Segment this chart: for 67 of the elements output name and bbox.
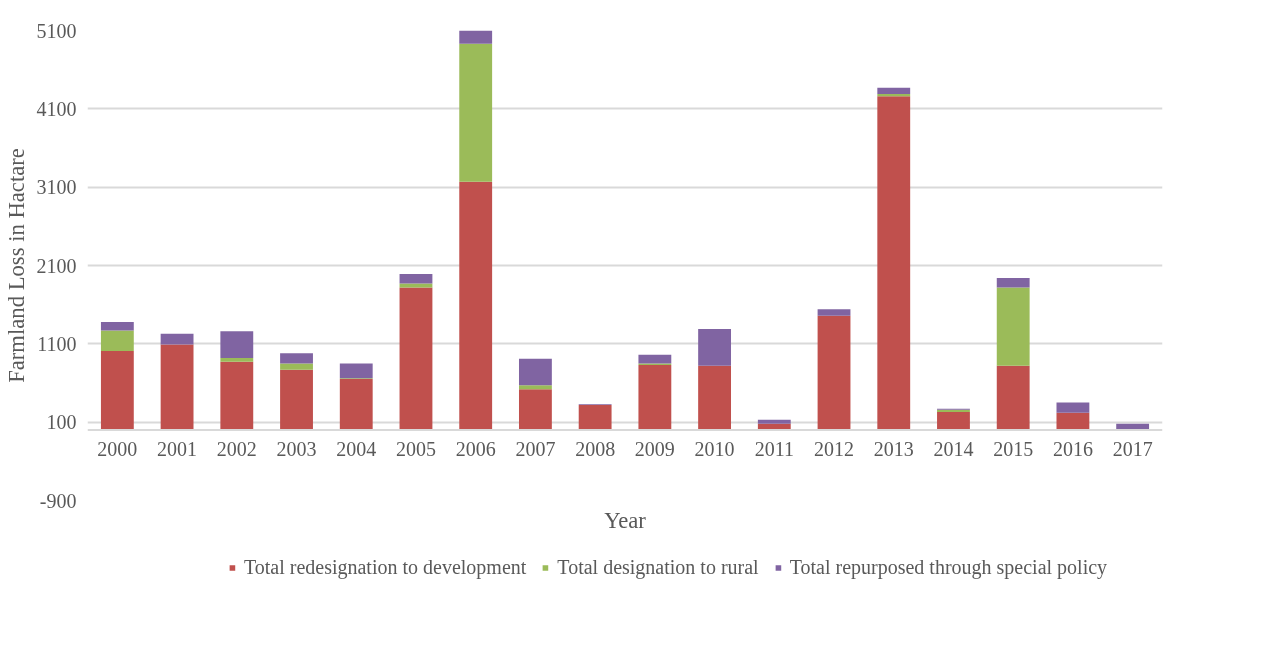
bar (160, 333, 194, 345)
x-tick-label: 2011 (754, 438, 794, 460)
bar (339, 363, 373, 379)
y-tick-label: 3100 (36, 176, 77, 199)
bar (280, 353, 313, 364)
y-tick-label: 100 (46, 411, 77, 434)
bar (937, 411, 970, 430)
x-tick-label: 2010 (694, 438, 735, 460)
y-tick-label: 2100 (36, 254, 77, 277)
bar (1056, 402, 1090, 413)
bar (100, 321, 134, 331)
bar (399, 287, 433, 430)
bar (996, 365, 1030, 430)
bar (518, 385, 552, 390)
legend-label: Total redesignation to development (243, 555, 527, 579)
bar (220, 331, 254, 358)
bar (698, 328, 732, 366)
bar (100, 330, 134, 351)
legend-label: Total designation to rural (557, 555, 759, 579)
y-tick-label: 4100 (36, 97, 77, 120)
bar (817, 315, 851, 430)
legend-label: Total repurposed through special policy (789, 555, 1108, 579)
bar (578, 404, 612, 430)
x-tick-label: 2015 (993, 438, 1034, 460)
x-tick-label: 2008 (575, 438, 616, 460)
y-tick-label: 1100 (37, 332, 77, 355)
x-tick-label: 2016 (1052, 438, 1093, 460)
bar (518, 358, 552, 386)
bar (817, 309, 851, 316)
x-tick-label: 2002 (216, 438, 257, 460)
x-axis-title: Year (604, 507, 647, 533)
bar (220, 361, 254, 430)
x-tick-label: 2013 (873, 438, 914, 460)
x-tick-label: 2012 (814, 438, 855, 460)
bar (100, 350, 134, 430)
bar (1056, 412, 1090, 430)
bar (339, 379, 373, 430)
x-tick-label: 2000 (97, 438, 138, 460)
bar (698, 365, 732, 430)
bar (160, 344, 194, 430)
bar (459, 30, 493, 44)
bar (518, 389, 552, 430)
bar (280, 363, 313, 370)
bar (877, 87, 911, 94)
bar (996, 278, 1030, 288)
bar (877, 96, 911, 430)
x-tick-label: 2003 (276, 438, 317, 460)
bar (757, 419, 791, 424)
x-tick-label: 2014 (933, 438, 974, 460)
bar (280, 369, 313, 430)
x-tick-label: 2006 (455, 438, 496, 460)
bar (638, 364, 672, 430)
bar (459, 43, 493, 182)
x-tick-label: 2001 (157, 438, 198, 460)
bar (638, 354, 672, 364)
bar (459, 181, 493, 430)
x-tick-label: 2009 (634, 438, 675, 460)
x-tick-label: 2005 (395, 438, 436, 460)
bar (399, 274, 433, 284)
bar (996, 287, 1030, 366)
y-axis-title: Farmland Loss in Hactare (3, 148, 29, 383)
x-tick-label: 2007 (515, 438, 556, 460)
x-tick-label: 2004 (336, 438, 377, 460)
y-tick-label: -900 (39, 489, 77, 512)
x-tick-label: 2017 (1112, 438, 1153, 460)
y-tick-label: 5100 (36, 19, 77, 42)
bar (220, 357, 254, 362)
